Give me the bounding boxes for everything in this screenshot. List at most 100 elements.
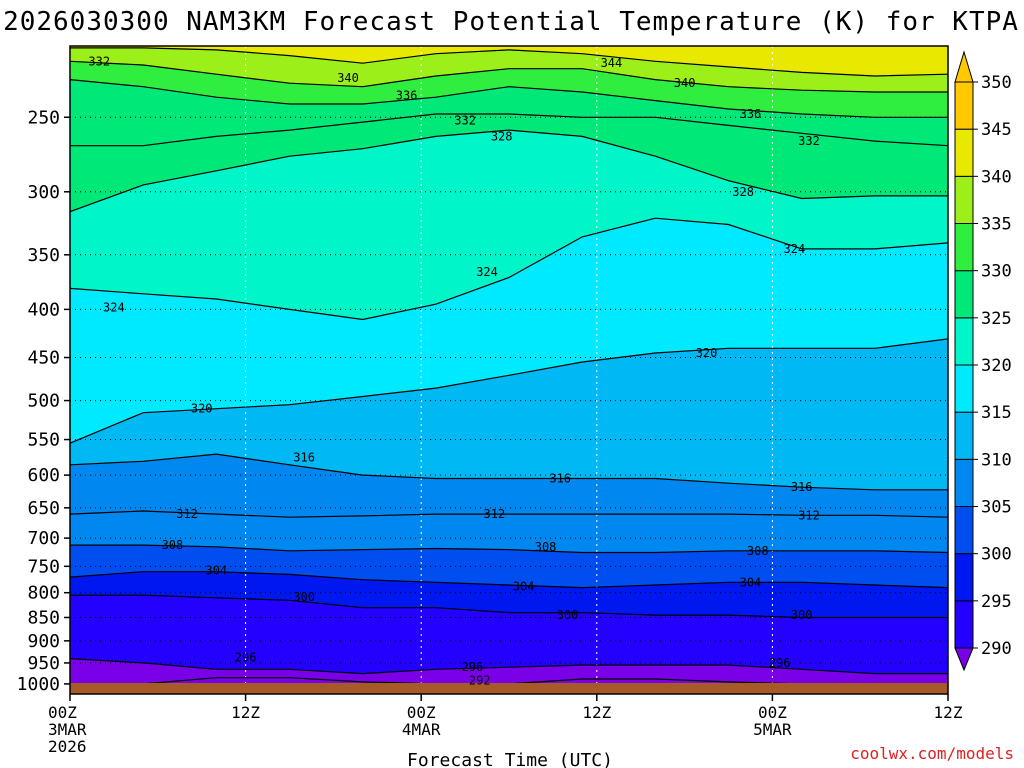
contour-label-328: 328 [491,129,513,143]
y-tick-label: 350 [27,245,60,266]
colorbar-segment-345 [954,128,974,177]
contour-340 [70,60,948,93]
contour-label-316: 316 [293,451,315,465]
y-tick-label: 400 [27,299,60,320]
contour-label-308: 308 [535,540,557,554]
x-tick-label: 12Z [934,703,963,722]
contour-label-296: 296 [769,656,791,670]
grid-layer [70,46,948,694]
y-tick-label: 950 [27,653,60,674]
contour-316 [70,453,948,491]
y-tick-label: 800 [27,583,60,604]
contour-308 [70,544,948,554]
colorbar: 290 295 300 305 310 315 320 325 330 335 340 345 350 [954,50,1012,672]
x-tick-label: 12Z [582,703,611,722]
contour-label-304: 304 [513,580,535,594]
colorbar-label: 330 [981,262,1012,282]
contour-label-324: 324 [476,265,498,279]
contour-label-312: 312 [484,507,506,521]
colorbar-label: 310 [981,450,1012,470]
x-tick-label: 4MAR [402,720,441,739]
contour-label-336: 336 [396,88,418,102]
colorbar-segment-300 [954,553,974,602]
colorbar-label: 340 [981,167,1012,187]
contour-344 [70,47,948,77]
contour-label-332: 332 [454,114,476,128]
contour-label-320: 320 [191,402,213,416]
colorbar-label: 300 [981,545,1012,565]
colorbar-segment-340 [954,175,974,224]
colorbar-segment-305 [954,506,974,555]
contour-label-308: 308 [747,544,769,558]
contour-label-340: 340 [337,71,359,85]
y-tick-label: 900 [27,631,60,652]
theta-fill-layer [70,46,948,694]
contour-300 [70,594,948,619]
colorbar-segment-315 [954,411,974,460]
colorbar-segment-350 [954,81,974,130]
colorbar-segment-330 [954,270,974,319]
colorbar-label: 335 [981,215,1012,235]
contour-label-312: 312 [176,507,198,521]
x-tick-label: 00Z [407,703,436,722]
contour-label-324: 324 [103,300,125,314]
colorbar-segment-320 [954,364,974,413]
colorbar-segment-325 [954,317,974,366]
colorbar-label: 290 [981,639,1012,659]
colorbar-top-arrow [954,50,974,83]
ground-strip [70,683,948,694]
contour-label-300: 300 [293,590,315,604]
contour-label-296: 296 [235,651,257,665]
x-tick-label: 2026 [48,737,87,756]
contour-label-304: 304 [740,575,762,589]
contour-296 [70,658,948,675]
contour-304 [70,571,948,589]
contour-label-340: 340 [674,76,696,90]
y-axis: 250 300 350 400 450 500 550 600 650 700 750 800 850 9… [17,107,70,695]
contour-336 [70,79,948,118]
contour-label-308: 308 [162,538,184,552]
colorbar-segment-295 [954,600,974,649]
contour-label-292: 292 [469,674,491,688]
colorbar-label: 320 [981,356,1012,376]
credit-text: coolwx.com/models [850,744,1014,763]
y-tick-label: 450 [27,348,60,369]
y-tick-label: 250 [27,107,60,128]
y-tick-label: 600 [27,465,60,486]
x-tick-label: 5MAR [753,720,792,739]
contour-label-300: 300 [557,608,579,622]
contour-label-332: 332 [798,134,820,148]
x-tick-label: 3MAR [48,720,87,739]
contour-label-296: 296 [462,660,484,674]
colorbar-label: 315 [981,403,1012,423]
contour-label-328: 328 [732,185,754,199]
x-tick-label: 00Z [758,703,787,722]
colorbar-label: 345 [981,120,1012,140]
y-tick-label: 300 [27,182,60,203]
y-tick-label: 500 [27,391,60,412]
contour-328 [70,129,948,213]
contour-label-324: 324 [784,242,806,256]
contour-332 [70,113,948,147]
colorbar-label: 350 [981,73,1012,93]
contour-label-300: 300 [791,608,813,622]
y-tick-label: 850 [27,607,60,628]
contour-label-layer: 332 340 336 344 340 332 336 328 332 328 324 324 324 3… [88,54,819,687]
contour-label-320: 320 [696,346,718,360]
contour-320 [70,338,948,444]
y-tick-label: 650 [27,498,60,519]
contour-label-316: 316 [549,472,571,486]
contour-324 [70,217,948,321]
x-tick-label: 12Z [231,703,260,722]
chart-title: 2026030300 NAM3KM Forecast Potential Tem… [3,7,1019,37]
x-tick-label: 00Z [48,703,77,722]
colorbar-label: 295 [981,592,1012,612]
contour-label-316: 316 [791,480,813,494]
contour-label-304: 304 [205,564,227,578]
y-tick-label: 1000 [17,674,60,695]
contour-label-312: 312 [798,508,820,522]
colorbar-label: 305 [981,498,1012,518]
colorbar-label: 325 [981,309,1012,329]
